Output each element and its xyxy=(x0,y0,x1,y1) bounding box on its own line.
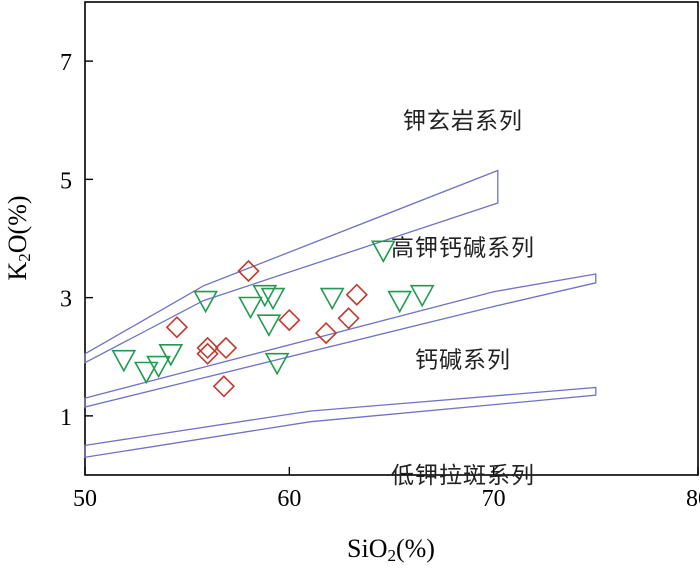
x-tick-label: 70 xyxy=(482,486,506,512)
x-tick-label: 80 xyxy=(686,486,700,512)
triangle-point xyxy=(264,352,290,376)
x-tick-label: 50 xyxy=(73,486,97,512)
diamond-point xyxy=(278,308,301,332)
triangle-point xyxy=(158,343,184,367)
triangle-point xyxy=(319,287,345,311)
y-axis-title: K2O(%) xyxy=(3,195,34,280)
diamond-point xyxy=(196,342,219,365)
region-label-4: 低钾拉斑系列 xyxy=(391,463,535,489)
boundary-line-1 xyxy=(84,169,499,364)
triangle-point xyxy=(111,349,137,373)
y-tick-label: 1 xyxy=(60,405,72,431)
region-label-1: 钾玄岩系列 xyxy=(403,108,523,134)
triangle-point xyxy=(370,240,396,263)
y-tick-label: 7 xyxy=(60,50,72,76)
x-axis-ticks: 50 60 70 80 xyxy=(73,467,700,512)
diamond-point xyxy=(214,336,238,360)
triangle-point xyxy=(387,290,413,314)
boundary-line-2 xyxy=(84,273,597,408)
diamond-point xyxy=(212,375,236,398)
boundary-line-3 xyxy=(84,386,597,459)
plot-frame xyxy=(84,1,699,476)
diamond-point xyxy=(237,259,260,283)
triangle-point xyxy=(133,361,159,385)
triangle-point xyxy=(238,296,263,320)
y-tick-label: 3 xyxy=(60,287,72,313)
diamond-point xyxy=(345,283,368,306)
diamond-point xyxy=(337,307,360,330)
triangle-point xyxy=(260,287,286,311)
y-tick-label: 5 xyxy=(60,168,72,194)
region-label-2: 高钾钙碱系列 xyxy=(391,235,535,261)
triangle-point xyxy=(409,284,435,308)
triangle-point xyxy=(146,355,171,379)
triangle-point xyxy=(252,284,278,308)
data-points xyxy=(111,240,435,398)
series-boundaries xyxy=(84,169,597,459)
diamond-point xyxy=(165,316,189,339)
triangle-point xyxy=(256,314,282,337)
triangle-point xyxy=(193,290,218,314)
x-axis-title: SiO2(%) xyxy=(347,534,435,565)
diamond-point xyxy=(196,336,219,360)
x-tick-label: 60 xyxy=(277,486,301,512)
region-label-3: 钙碱系列 xyxy=(415,348,511,374)
diamond-point xyxy=(314,321,338,345)
y-axis-ticks: 1 3 5 7 xyxy=(60,50,93,431)
